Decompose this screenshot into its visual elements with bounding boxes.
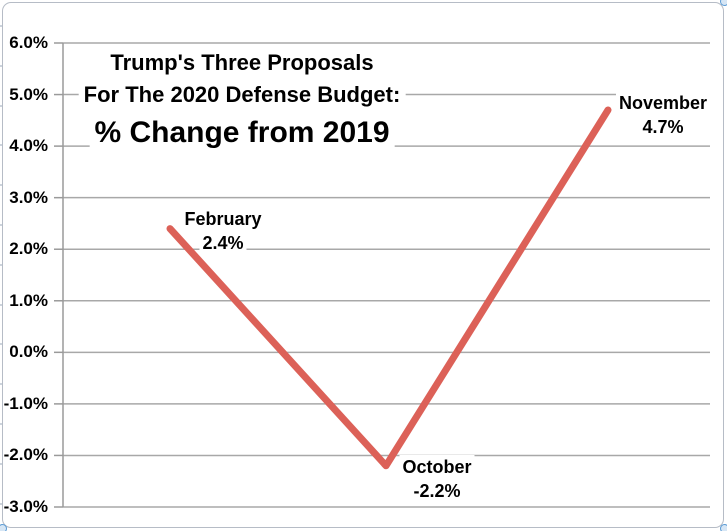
- point-label-value: 2.4%: [199, 230, 247, 255]
- selection-handle-top-right[interactable]: [720, 0, 727, 6]
- point-label-october: October -2.2%: [399, 454, 475, 503]
- point-label-november: November 4.7%: [615, 91, 711, 140]
- data-series-line[interactable]: [166, 106, 612, 470]
- sheet-row-mark: [0, 64, 3, 67]
- sheet-row-mark: [0, 343, 3, 346]
- selection-handle-bottom-right[interactable]: [720, 524, 727, 531]
- sheet-row-mark: [0, 224, 3, 226]
- chart-title-line-3: % Change from 2019: [79, 111, 406, 155]
- chart-title-text-1: Trump's Three Proposals: [105, 47, 379, 79]
- point-label-value: 4.7%: [639, 115, 687, 140]
- sheet-row-mark: [0, 184, 3, 187]
- chart-title: Trump's Three Proposals For The 2020 Def…: [78, 47, 406, 155]
- chart-title-line-1: Trump's Three Proposals: [79, 47, 406, 79]
- chart-title-text-2: For The 2020 Defense Budget:: [78, 79, 406, 111]
- y-tick-label: 6.0%: [9, 33, 48, 52]
- point-label-name: October: [399, 454, 475, 479]
- chart-title-text-3: % Change from 2019: [89, 111, 395, 155]
- y-tick-label: 1.0%: [9, 290, 48, 310]
- y-tick-label: 4.0%: [9, 136, 48, 156]
- point-label-february: February 2.4%: [181, 206, 265, 255]
- chart-title-line-2: For The 2020 Defense Budget:: [78, 79, 406, 111]
- point-label-name: February: [181, 206, 265, 231]
- sheet-row-mark: [0, 144, 3, 147]
- sheet-row-mark: [0, 263, 3, 266]
- sheet-row-mark: [0, 462, 3, 465]
- y-tick-label: 3.0%: [9, 187, 48, 207]
- y-tick-label: -3.0%: [3, 497, 48, 516]
- sheet-row-mark: [0, 383, 3, 386]
- y-tick-label: -2.0%: [3, 445, 48, 465]
- y-tick-label: 5.0%: [9, 84, 48, 104]
- sheet-row-mark: [0, 303, 3, 306]
- sheet-row-mark: [0, 25, 3, 27]
- y-tick-label: 2.0%: [9, 239, 48, 259]
- sheet-row-mark: [0, 104, 3, 107]
- point-label-value: -2.2%: [410, 478, 464, 503]
- sheet-row-mark: [0, 423, 3, 425]
- y-tick-label: -1.0%: [3, 393, 48, 413]
- selection-handle-bottom-left[interactable]: [0, 524, 7, 531]
- sheet-row-mark: [0, 502, 3, 505]
- point-label-name: November: [615, 91, 711, 116]
- y-tick-label: 0.0%: [9, 342, 48, 362]
